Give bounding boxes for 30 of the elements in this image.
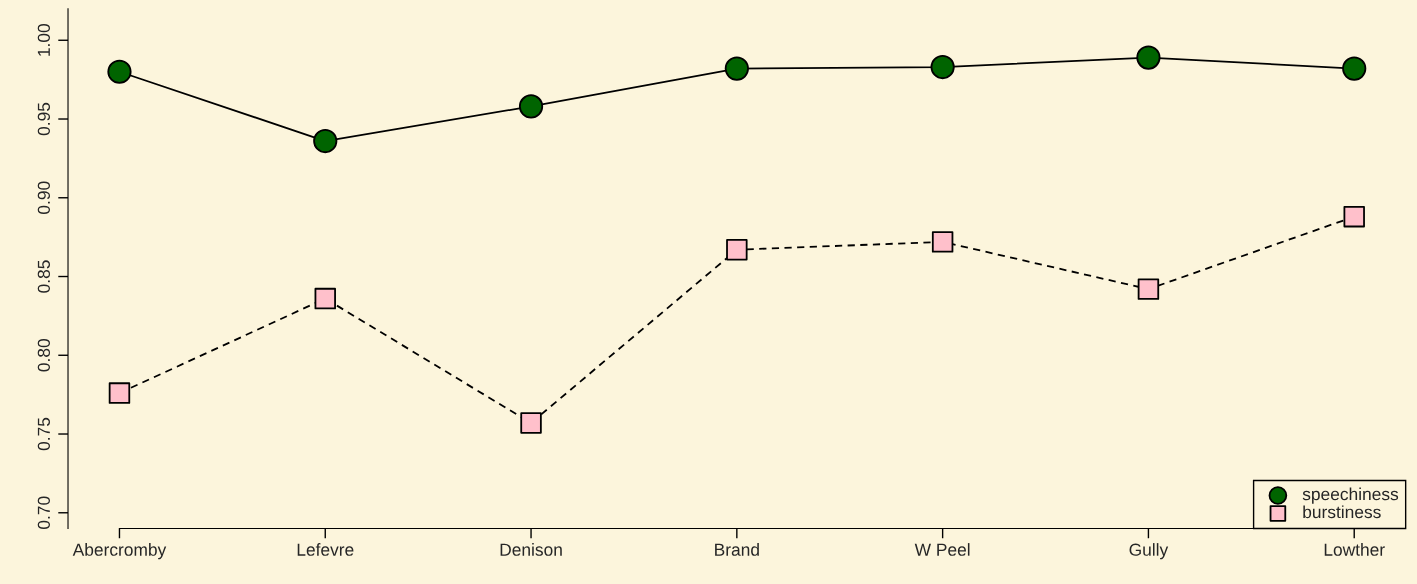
y-tick-label: 1.00 [37, 24, 50, 56]
y-tick-label: 0.75 [37, 417, 50, 451]
point [724, 56, 749, 81]
point [930, 54, 955, 80]
point [518, 94, 544, 119]
point [1343, 205, 1365, 228]
x-tick-label: Gully [1129, 543, 1169, 560]
x-tick-label: Lowther [1324, 543, 1385, 556]
y-tick-label: 0.90 [37, 181, 50, 214]
point [1137, 278, 1160, 300]
point [107, 59, 132, 84]
point [314, 287, 336, 310]
point [726, 239, 748, 261]
y-tick-label: 0.95 [37, 102, 50, 136]
point [1342, 56, 1367, 81]
point [520, 412, 542, 434]
x-tick-label: Lefevre [297, 543, 354, 556]
point [931, 231, 954, 253]
x-tick-label: Abercromby [72, 543, 167, 560]
x-tick-label: Denison [500, 543, 562, 556]
y-tick-label: 0.70 [37, 496, 50, 529]
point [1136, 45, 1161, 70]
point [108, 382, 131, 404]
x-tick-label: Brand [715, 543, 759, 556]
x-tick-label: W Peel [914, 543, 970, 556]
legend-label: burstiness [1303, 505, 1381, 519]
point [313, 128, 338, 154]
legend-label: speechiness [1302, 487, 1399, 504]
y-tick-label: 0.85 [37, 260, 50, 293]
y-tick-label: 0.80 [37, 339, 50, 372]
